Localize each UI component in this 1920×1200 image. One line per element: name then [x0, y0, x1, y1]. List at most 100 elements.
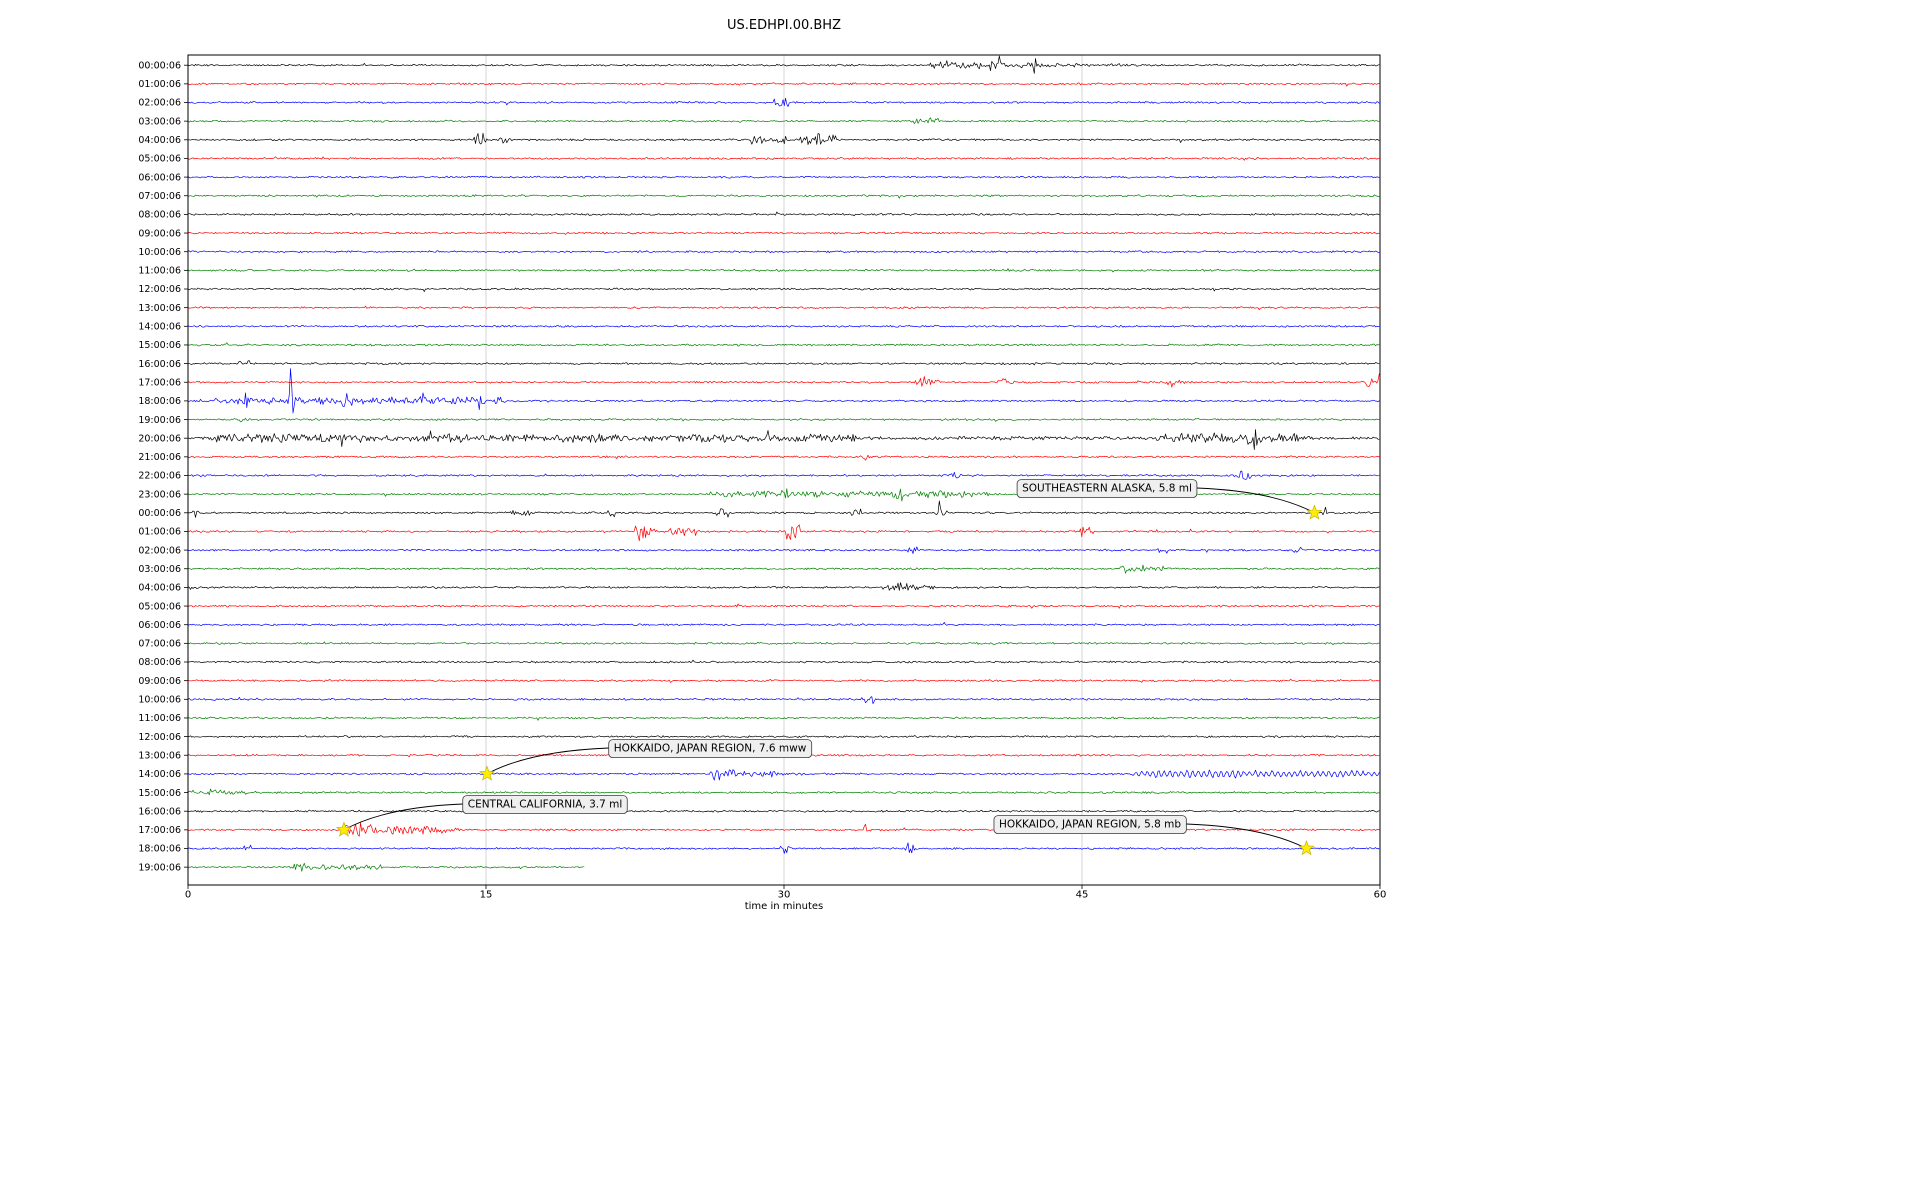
x-tick-label: 45 [1076, 890, 1089, 901]
row-label: 19:00:06 [138, 415, 181, 426]
trace-row-8-08:00:06 [188, 211, 1380, 217]
row-label: 12:00:06 [138, 284, 181, 295]
x-axis-label: time in minutes [745, 901, 824, 912]
trace-row-25-01:00:06 [187, 524, 1380, 542]
axis-ticks [184, 64, 1381, 889]
plot-title: US.EDHPI.00.BHZ [727, 18, 841, 33]
row-label: 14:00:06 [138, 769, 181, 780]
trace-row-38-14:00:06 [187, 769, 1380, 781]
annotation-1: HOKKAIDO, JAPAN REGION, 7.6 mww [479, 739, 813, 781]
trace-row-20-20:00:06 [187, 429, 1380, 450]
x-tick-labels: 0 15 30 45 60 [185, 890, 1387, 901]
waveform-traces [187, 55, 1380, 872]
event-star-icon [1298, 840, 1315, 856]
row-label: 06:00:06 [138, 620, 181, 631]
trace-row-21-21:00:06 [187, 454, 1380, 461]
trace-row-43-19:00:06 [187, 862, 585, 872]
row-label: 07:00:06 [138, 191, 181, 202]
trace-row-15-15:00:06 [187, 342, 1380, 347]
row-label: 14:00:06 [138, 322, 181, 333]
row-label: 03:00:06 [138, 564, 181, 575]
row-label: 10:00:06 [138, 695, 181, 706]
x-tick-label: 60 [1374, 890, 1387, 901]
trace-row-7-07:00:06 [187, 194, 1380, 199]
annotation-box [462, 795, 628, 814]
row-label: 06:00:06 [138, 172, 181, 183]
row-label: 01:00:06 [138, 527, 181, 538]
row-label: 10:00:06 [138, 247, 181, 258]
row-label: 17:00:06 [138, 825, 181, 836]
row-label: 12:00:06 [138, 732, 181, 743]
trace-row-31-07:00:06 [187, 641, 1380, 646]
trace-row-29-05:00:06 [187, 603, 1380, 609]
trace-row-4-04:00:06 [188, 132, 1380, 145]
row-time-labels: 00:00:06 01:00:06 02:00:06 03:00:06 04:00:06… [138, 60, 181, 873]
trace-row-0-00:00:06 [187, 55, 1380, 74]
trace-row-42-18:00:06 [187, 842, 1380, 854]
row-label: 07:00:06 [138, 639, 181, 650]
annotation-label: SOUTHEASTERN ALASKA, 5.8 ml [1022, 483, 1192, 495]
row-label: 02:00:06 [138, 545, 181, 556]
row-label: 04:00:06 [138, 135, 181, 146]
row-label: 19:00:06 [138, 862, 181, 873]
row-label: 20:00:06 [138, 433, 181, 444]
trace-row-34-10:00:06 [187, 696, 1380, 705]
annotation-connector [1186, 823, 1307, 849]
trace-row-30-06:00:06 [187, 622, 1380, 627]
trace-row-27-03:00:06 [187, 564, 1380, 574]
trace-row-24-00:00:06 [187, 500, 1380, 518]
trace-row-1-01:00:06 [187, 82, 1380, 87]
row-label: 08:00:06 [138, 210, 181, 221]
row-label: 00:00:06 [138, 508, 181, 519]
trace-row-16-16:00:06 [187, 360, 1380, 366]
trace-row-39-15:00:06 [187, 788, 1380, 796]
x-tick-label: 15 [480, 890, 493, 901]
annotation-label: HOKKAIDO, JAPAN REGION, 5.8 mb [999, 819, 1181, 831]
row-label: 09:00:06 [138, 676, 181, 687]
annotation-0: SOUTHEASTERN ALASKA, 5.8 ml [1016, 479, 1323, 520]
trace-row-33-09:00:06 [187, 678, 1380, 683]
annotation-3: HOKKAIDO, JAPAN REGION, 5.8 mb [993, 815, 1315, 856]
annotation-label: HOKKAIDO, JAPAN REGION, 7.6 mww [614, 743, 807, 755]
trace-row-5-05:00:06 [187, 156, 1380, 161]
row-label: 21:00:06 [138, 452, 181, 463]
trace-row-32-08:00:06 [187, 659, 1380, 664]
trace-row-6-06:00:06 [187, 175, 1380, 179]
row-label: 09:00:06 [138, 228, 181, 239]
event-star-icon [336, 821, 352, 837]
annotation-box [993, 815, 1187, 834]
trace-row-26-02:00:06 [187, 546, 1380, 554]
row-label: 13:00:06 [138, 750, 181, 761]
trace-row-10-10:00:06 [187, 250, 1380, 254]
annotation-label: CENTRAL CALIFORNIA, 3.7 ml [468, 799, 623, 811]
annotation-box [1016, 479, 1198, 499]
row-label: 16:00:06 [138, 359, 181, 370]
x-tick-label: 30 [778, 890, 791, 901]
trace-row-28-04:00:06 [187, 582, 1380, 591]
row-label: 13:00:06 [138, 303, 181, 314]
row-label: 16:00:06 [138, 806, 181, 817]
trace-row-11-11:00:06 [187, 268, 1380, 273]
row-label: 04:00:06 [138, 583, 181, 594]
trace-row-13-13:00:06 [188, 305, 1380, 310]
row-label: 18:00:06 [138, 844, 181, 855]
row-label: 18:00:06 [138, 396, 181, 407]
trace-row-35-11:00:06 [187, 716, 1380, 721]
annotation-connector [343, 803, 463, 831]
row-label: 08:00:06 [138, 657, 181, 668]
row-label: 11:00:06 [138, 713, 181, 724]
row-label: 00:00:06 [138, 60, 181, 71]
row-label: 03:00:06 [138, 116, 181, 127]
trace-row-14-14:00:06 [187, 324, 1380, 328]
event-annotations: SOUTHEASTERN ALASKA, 5.8 ml HOKKAIDO, JAP… [336, 479, 1323, 856]
row-label: 11:00:06 [138, 266, 181, 277]
row-label: 02:00:06 [138, 98, 181, 109]
trace-row-12-12:00:06 [187, 287, 1380, 292]
annotation-box [608, 739, 813, 758]
trace-row-3-03:00:06 [187, 117, 1380, 124]
x-tick-label: 0 [185, 890, 191, 901]
row-label: 22:00:06 [138, 471, 181, 482]
row-label: 05:00:06 [138, 601, 181, 612]
event-star-icon [479, 765, 495, 781]
